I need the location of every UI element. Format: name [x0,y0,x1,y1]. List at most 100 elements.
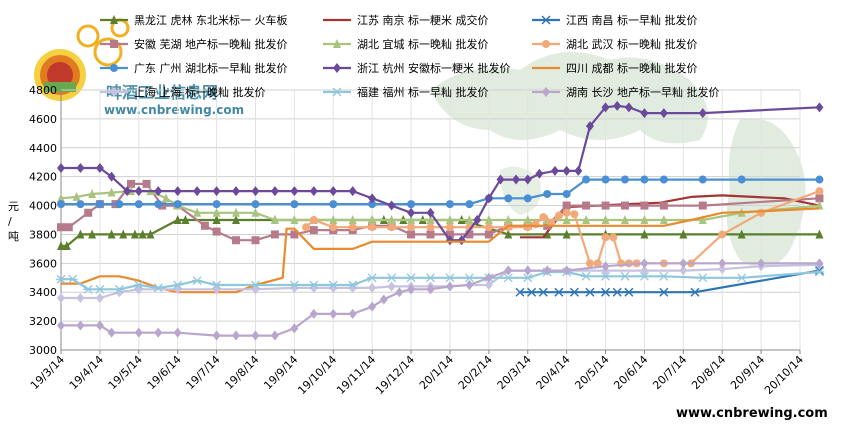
y-tick-label: 3600 [29,257,57,270]
data-point [562,201,571,210]
data-point [368,282,377,293]
legend-item: 湖北 武汉 标一晚籼 批发价 [532,37,698,51]
data-point [84,208,93,217]
footer-url: www.cnbrewing.com [676,406,828,421]
data-point [737,175,746,184]
data-point [212,200,221,209]
data-point [601,261,610,272]
data-point [698,215,707,224]
data-point [110,15,118,24]
data-point [134,186,143,197]
data-point [94,284,105,294]
x-tick-label: 20/5/14 [572,353,611,392]
data-point [698,201,707,210]
data-point [57,163,65,173]
data-point [465,280,474,290]
data-point [612,287,622,297]
data-point [698,108,707,119]
data-point [503,273,514,283]
data-point [620,201,629,210]
data-point [523,265,532,276]
data-point [193,207,202,217]
data-point [815,175,824,184]
logo-url: www.cnbrewing.com [104,103,244,117]
data-point [134,200,143,209]
data-point [550,165,559,176]
y-tick-label: 4400 [29,142,57,155]
x-tick-label: 19/4/14 [67,353,106,392]
legend-label: 安徽 芜湖 地产标一晚籼 批发价 [134,37,288,51]
legend-item: 安徽 芜湖 地产标一晚籼 批发价 [100,37,288,51]
data-point [679,258,688,269]
data-point [690,287,700,297]
data-point [251,236,260,245]
data-point [426,284,435,295]
data-point [57,200,65,209]
legend-label: 浙江 杭州 安徽标一粳米 批发价 [357,61,511,75]
x-tick-label: 19/10/14 [295,353,339,397]
data-point [593,259,602,268]
data-point [107,327,116,338]
data-point [347,280,358,290]
data-point [250,280,261,290]
data-point [387,215,396,224]
data-point [67,274,78,284]
data-point [115,200,124,209]
data-point [574,165,583,176]
data-point [232,207,241,217]
data-point [76,200,85,209]
data-point [173,200,182,209]
x-tick-label: 19/7/14 [184,353,223,392]
data-point [445,230,454,239]
data-point [387,223,396,232]
data-point [387,281,396,292]
data-point [83,284,94,294]
x-tick-label: 20/7/14 [650,353,689,392]
data-point [290,323,299,334]
data-point [484,230,493,239]
x-tick-label: 20/10/14 [762,353,806,397]
data-point [158,201,167,210]
data-point [110,40,118,48]
data-point [407,230,416,239]
y-tick-label: 3400 [29,286,57,299]
legend-item: 湖北 宜城 标一晚籼 批发价 [323,37,489,51]
data-point [543,265,552,276]
legend-label: 黑龙江 虎林 东北米标一 火车板 [134,13,288,27]
series-12 [57,258,824,341]
data-point [601,215,610,224]
legend-label: 湖南 长沙 地产标一早籼 批发价 [566,85,720,99]
data-point [251,200,260,209]
data-point [95,293,104,303]
data-point [406,273,417,283]
data-point [95,320,104,331]
data-point [173,215,182,224]
legend-label: 广东 广州 湖北标一早籼 批发价 [134,61,288,75]
legend-item: 江苏 南京 标一粳米 成交价 [323,13,489,27]
legend-label: 四川 成都 标一晚籼 批发价 [566,61,698,75]
data-point [523,194,532,203]
data-point [154,186,163,197]
data-point [56,274,66,284]
data-point [620,215,629,224]
data-point [581,271,592,281]
data-point [138,229,147,239]
data-point [309,308,318,319]
data-point [426,230,435,239]
data-point [309,216,318,224]
data-point [57,241,65,250]
data-point [251,207,260,217]
data-point [88,229,97,239]
y-axis-label: 元/吨 [8,200,19,243]
data-point [659,201,668,210]
x-tick-label: 19/11/14 [334,353,378,397]
data-point [127,179,136,188]
data-point [407,200,416,209]
data-point [154,327,163,338]
data-point [445,223,454,232]
data-point [212,186,221,197]
data-point [527,287,537,297]
y-tick-label: 3800 [29,228,57,241]
data-point [146,229,155,239]
